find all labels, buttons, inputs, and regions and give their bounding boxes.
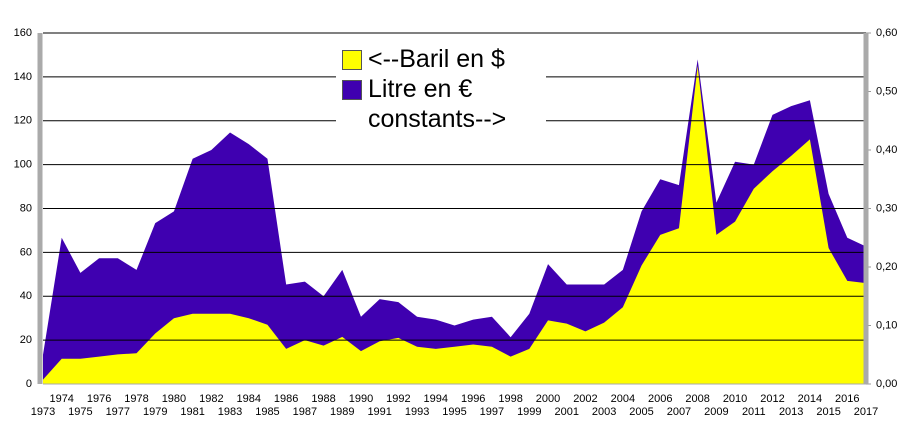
area	[43, 65, 866, 384]
x-tick-label: 2006	[648, 393, 672, 405]
x-tick-label: 2009	[704, 406, 728, 418]
x-tick-label: 1979	[143, 406, 167, 418]
legend-label: Litre en € constants-->	[368, 75, 507, 133]
x-tick-label: 1985	[255, 406, 279, 418]
x-tick-label: 2007	[667, 406, 691, 418]
x-tick-label: 2001	[554, 406, 578, 418]
x-tick-label: 1987	[293, 406, 317, 418]
y2-tick-label: 0,60	[876, 27, 897, 39]
x-tick-label: 1992	[386, 393, 410, 405]
x-tick-label: 1998	[498, 393, 522, 405]
x-tick-label: 1996	[461, 393, 485, 405]
x-tick-label: 2017	[854, 406, 878, 418]
x-tick-label: 1981	[180, 406, 204, 418]
x-tick-label: 1994	[424, 393, 448, 405]
x-tick-label: 1995	[442, 406, 466, 418]
y2-tick-label: 0,00	[876, 378, 897, 390]
x-tick-label: 2012	[760, 393, 784, 405]
y-tick-label: 140	[14, 71, 32, 83]
y2-tick-label: 0,20	[876, 261, 897, 273]
x-tick-label: 1990	[349, 393, 373, 405]
y2-tick-label: 0,50	[876, 85, 897, 97]
x-tick-label: 1984	[237, 393, 261, 405]
x-tick-label: 1989	[330, 406, 354, 418]
x-tick-label: 1999	[517, 406, 541, 418]
x-tick-label: 1983	[218, 406, 242, 418]
x-tick-label: 1986	[274, 393, 298, 405]
x-tick-label: 1993	[405, 406, 429, 418]
y-tick-label: 120	[14, 115, 32, 127]
y2-tick-label: 0,10	[876, 319, 897, 331]
y-tick-label: 0	[26, 378, 32, 390]
x-tick-label: 2011	[742, 406, 766, 418]
x-tick-label: 1975	[68, 406, 92, 418]
y-tick-label: 20	[20, 334, 32, 346]
x-tick-label: 1980	[162, 393, 186, 405]
legend-entry: Litre en € constants-->	[342, 74, 540, 134]
x-tick-label: 2014	[798, 393, 822, 405]
x-tick-label: 2003	[592, 406, 616, 418]
x-tick-label: 1982	[199, 393, 223, 405]
x-tick-label: 2015	[816, 406, 840, 418]
legend-entry: <--Baril en $	[342, 44, 540, 74]
legend: <--Baril en $ Litre en € constants-->	[336, 40, 546, 138]
labels: 0 20 40 60 80 100 120 140 160 0,00 0,10 0,20 0,30 0,4…	[14, 27, 898, 418]
y-tick-label: 100	[14, 159, 32, 171]
x-tick-label: 2010	[723, 393, 747, 405]
y-tick-label: 60	[20, 246, 32, 258]
x-tick-label: 2002	[573, 393, 597, 405]
x-tick-label: 1991	[367, 406, 391, 418]
y-tick-label: 160	[14, 27, 32, 39]
areas	[43, 59, 866, 384]
x-tick-label: 1973	[31, 406, 55, 418]
y2-tick-label: 0,30	[876, 202, 897, 214]
x-tick-label: 2000	[536, 393, 560, 405]
x-tick-label: 2004	[611, 393, 635, 405]
x-tick-label: 2016	[835, 393, 859, 405]
x-tick-label: 1978	[124, 393, 148, 405]
x-tick-label: 1997	[480, 406, 504, 418]
legend-swatch	[342, 80, 362, 100]
legend-swatch	[342, 50, 362, 70]
x-tick-label: 1977	[106, 406, 130, 418]
y2-tick-label: 0,40	[876, 144, 897, 156]
x-tick-label: 1988	[311, 393, 335, 405]
y-tick-label: 40	[20, 290, 32, 302]
legend-label: <--Baril en $	[368, 45, 505, 73]
x-tick-label: 1974	[49, 393, 73, 405]
x-tick-label: 2008	[685, 393, 709, 405]
y-tick-label: 80	[20, 202, 32, 214]
x-tick-label: 2013	[779, 406, 803, 418]
x-tick-label: 2005	[629, 406, 653, 418]
x-tick-label: 1976	[87, 393, 111, 405]
